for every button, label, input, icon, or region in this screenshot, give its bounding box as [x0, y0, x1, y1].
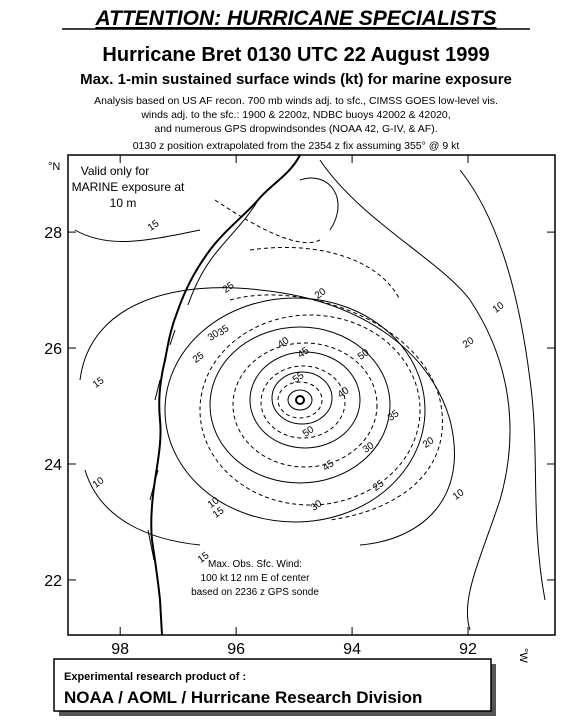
lon-tick-label: 94 [343, 641, 361, 658]
note-text: 10 m [110, 196, 137, 210]
footer-box [53, 658, 492, 712]
solid-contours [74, 159, 546, 631]
coastline [150, 154, 301, 636]
map: Valid only for MARINE exposure at 10 m M… [44, 154, 556, 658]
note-text: MARINE exposure at [72, 180, 185, 194]
note: and numerous GPS dropwindsondes (NOAA 42… [154, 123, 437, 135]
lon-tick-label: 98 [111, 641, 129, 658]
lon-unit: °W [517, 648, 529, 663]
lat-unit: °N [48, 161, 60, 173]
lat-tick-label: 28 [44, 225, 62, 242]
note: winds adj. to the sfc.: 1900 & 2200z, ND… [140, 109, 450, 121]
lat-tick-label: 24 [44, 457, 62, 474]
lat-tick-label: 26 [44, 341, 62, 358]
footer-line: NOAA / AOML / Hurricane Research Divisio… [64, 688, 422, 707]
lat-tick-label: 22 [44, 573, 62, 590]
note-text: 100 kt 12 nm E of center [201, 573, 311, 584]
title: ATTENTION: HURRICANE SPECIALISTS [95, 7, 497, 30]
note: 0130 z position extrapolated from the 23… [133, 140, 460, 152]
lon-tick-label: 96 [227, 641, 245, 658]
valid-note: Valid only for MARINE exposure at 10 m [72, 164, 185, 210]
note-text: Valid only for [81, 164, 149, 178]
note-text: based on 2236 z GPS sonde [191, 587, 319, 598]
note-text: Max. Obs. Sfc. Wind: [208, 559, 302, 570]
note: Analysis based on US AF recon. 700 mb wi… [94, 95, 498, 107]
dashed-contours [199, 199, 443, 521]
storm-center [295, 395, 305, 405]
footer-line: Experimental research product of : [64, 671, 246, 683]
subtitle: Hurricane Bret 0130 UTC 22 August 1999 [102, 44, 489, 66]
product: Max. 1-min sustained surface winds (kt) … [80, 71, 512, 88]
map-frame [67, 154, 556, 636]
coast-detail [147, 199, 259, 561]
lon-tick-label: 92 [459, 641, 477, 658]
max-wind-note: Max. Obs. Sfc. Wind: 100 kt 12 nm E of c… [191, 559, 319, 598]
